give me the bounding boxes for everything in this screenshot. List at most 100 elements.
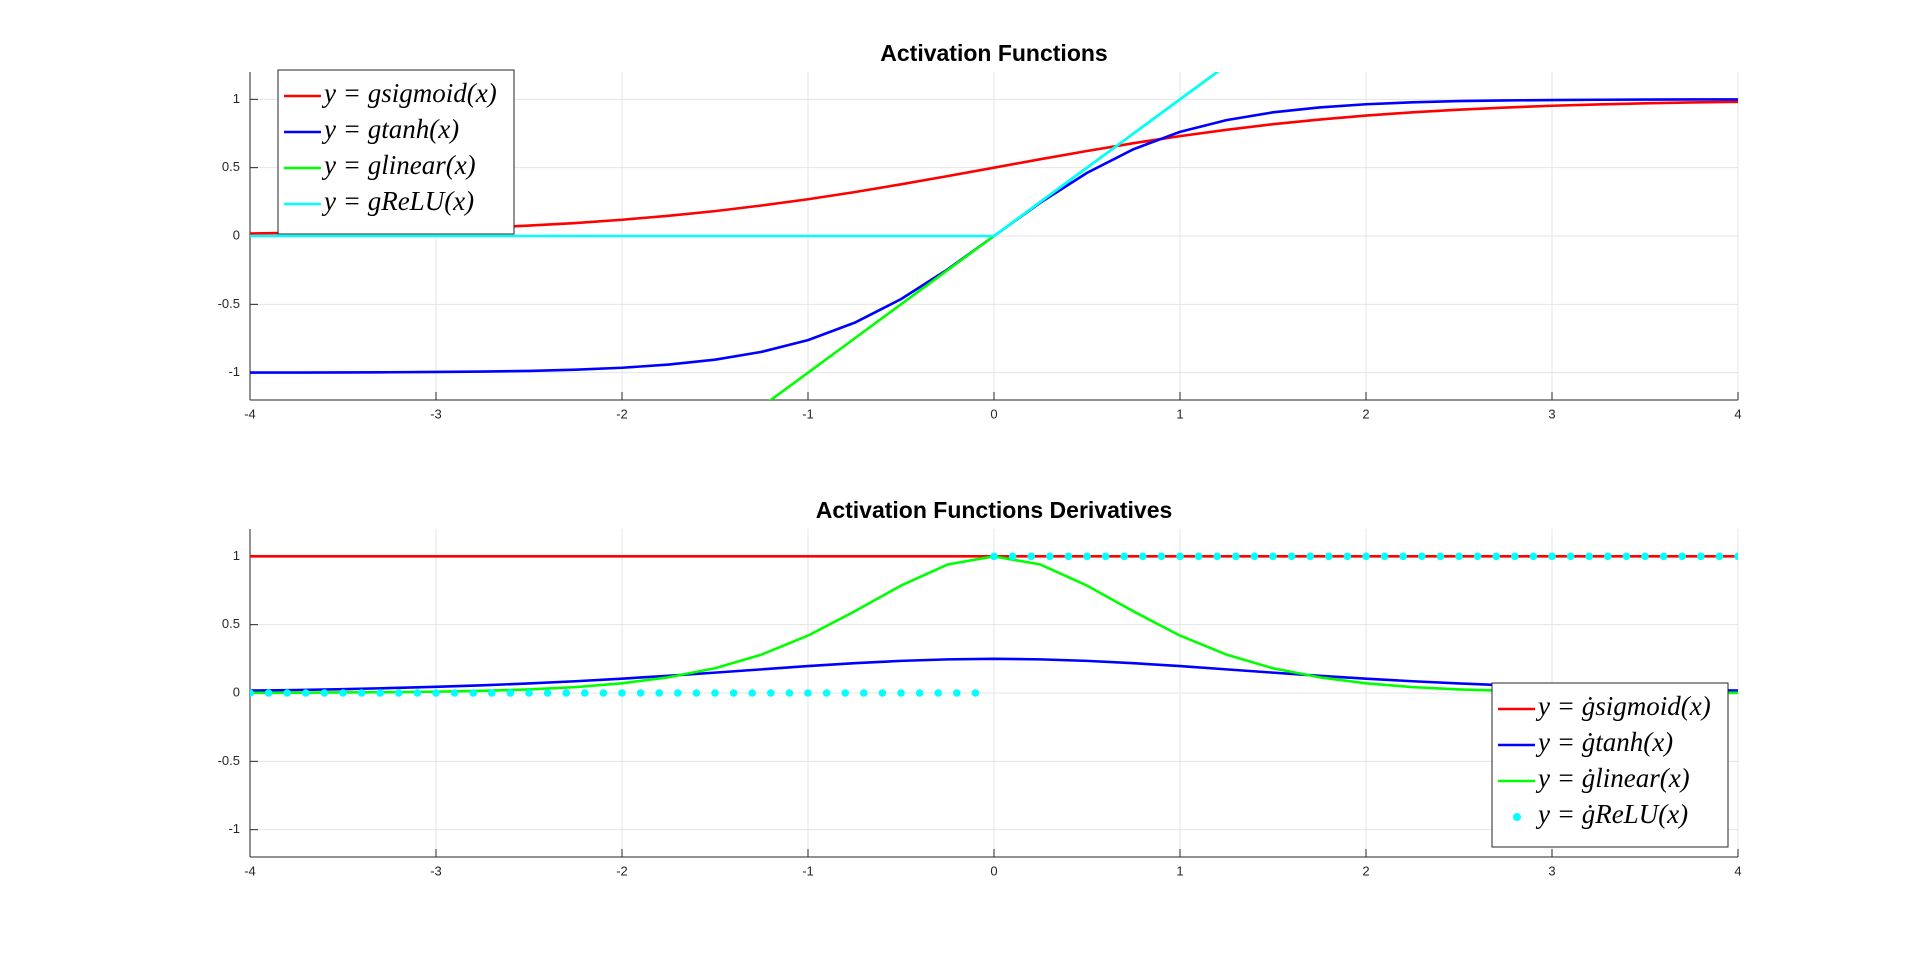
x-tick-label: 2 (1362, 406, 1369, 421)
data-point (1176, 552, 1184, 561)
data-point (729, 689, 738, 697)
data-point (1287, 552, 1296, 561)
y-tick-label: -1 (228, 821, 240, 836)
legend-box (1491, 682, 1729, 848)
y-tick-label: -0.5 (218, 296, 240, 311)
x-tick-label: -1 (802, 863, 814, 878)
data-point (1529, 552, 1538, 561)
data-point (804, 689, 812, 697)
data-point (1697, 552, 1705, 561)
data-point (1566, 552, 1575, 561)
data-point (1325, 552, 1333, 561)
data-point (860, 689, 868, 697)
data-point (1343, 552, 1352, 561)
data-point (1064, 552, 1073, 561)
data-point (711, 689, 719, 697)
chart-title: Activation Functions Derivatives (816, 497, 1173, 523)
data-point (599, 689, 608, 697)
data-point (506, 689, 515, 697)
x-tick-label: 3 (1548, 406, 1555, 421)
data-point (250, 689, 254, 697)
x-tick-label: -4 (244, 406, 256, 421)
legend-label: y = gReLU(x) (321, 186, 474, 216)
data-point (1678, 552, 1686, 561)
data-point (1715, 552, 1724, 561)
data-point (1380, 552, 1389, 561)
x-tick-label: -3 (430, 406, 442, 421)
data-point (878, 689, 887, 697)
data-point (1101, 552, 1110, 561)
data-point (525, 689, 533, 697)
data-point (1641, 552, 1649, 561)
data-point (1306, 552, 1314, 561)
data-point (543, 689, 552, 697)
legend-label: y = ġtanh(x) (1535, 727, 1673, 757)
data-point (1139, 552, 1147, 561)
legend-box (277, 69, 515, 235)
data-point (1046, 552, 1054, 561)
data-point (562, 689, 570, 697)
data-point (413, 689, 422, 697)
data-point (469, 689, 478, 697)
data-point (432, 689, 440, 697)
y-tick-label: 0 (233, 227, 240, 242)
data-point (1511, 552, 1519, 561)
data-point (1157, 552, 1166, 561)
data-point (339, 689, 347, 697)
legend-label: y = ġsigmoid(x) (1535, 691, 1711, 721)
y-tick-label: 0.5 (222, 159, 240, 174)
x-tick-label: 0 (990, 406, 997, 421)
data-point (655, 689, 663, 697)
legend: y = ġsigmoid(x) y = ġtanh(x) y = ġlinear(x… (1491, 682, 1729, 848)
x-tick-label: 4 (1734, 863, 1741, 878)
data-point (1250, 552, 1259, 561)
data-point (450, 689, 459, 697)
data-point (1492, 552, 1500, 561)
data-point (971, 689, 980, 697)
legend: y = gsigmoid(x) y = gtanh(x) y = glinear(x… (277, 69, 515, 235)
data-point (748, 689, 756, 697)
data-point (1232, 552, 1240, 561)
data-point (618, 689, 626, 697)
data-point (953, 689, 961, 697)
x-tick-label: 2 (1362, 863, 1369, 878)
x-tick-label: -2 (616, 863, 628, 878)
y-tick-label: 0 (233, 684, 240, 699)
data-point (1659, 552, 1668, 561)
data-point (990, 552, 998, 561)
y-tick-label: 1 (233, 548, 240, 563)
data-point (785, 689, 794, 697)
data-point (1194, 552, 1203, 561)
data-point (488, 689, 496, 697)
data-point (692, 689, 701, 697)
x-tick-label: -2 (616, 406, 628, 421)
data-point (1604, 552, 1612, 561)
y-tick-label: 0.5 (222, 616, 240, 631)
data-point (283, 689, 292, 697)
data-point (1008, 552, 1017, 561)
chart-title: Activation Functions (880, 40, 1107, 66)
data-point (934, 689, 942, 697)
data-point (1269, 552, 1277, 561)
data-point (915, 689, 924, 697)
y-tick-label: 1 (233, 91, 240, 106)
legend-label: y = glinear(x) (321, 150, 476, 180)
y-tick-label: -1 (228, 364, 240, 379)
data-point (1027, 552, 1035, 561)
data-point (376, 689, 385, 697)
data-point (264, 689, 273, 697)
data-point (1585, 552, 1593, 561)
data-point (1120, 552, 1128, 561)
x-tick-label: 3 (1548, 863, 1555, 878)
legend-label: y = ġReLU(x) (1535, 799, 1688, 829)
axes: Activation Functions -4 -3 -2 -1 0 1 2 3 4 -1 -0.5 0… (218, 40, 1742, 421)
x-tick-label: 0 (990, 863, 997, 878)
data-point (767, 689, 775, 697)
x-tick-label: 1 (1176, 406, 1183, 421)
data-point (1213, 552, 1221, 561)
data-point (1418, 552, 1426, 561)
data-point (1473, 552, 1482, 561)
data-point (841, 689, 849, 697)
series-line (250, 72, 1220, 238)
